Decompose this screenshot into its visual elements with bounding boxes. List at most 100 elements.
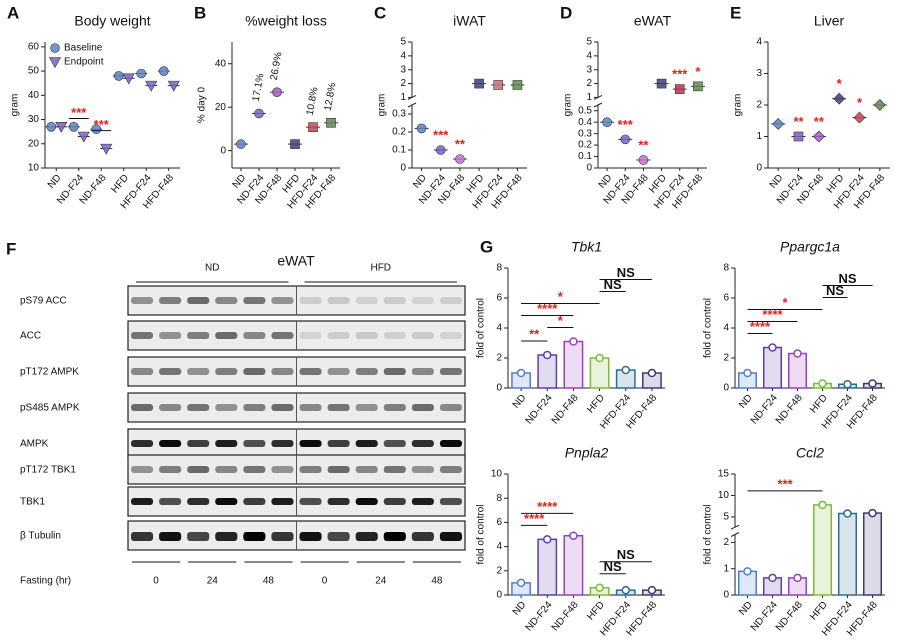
axis-break [730,532,740,537]
blot-band [327,297,350,304]
data-point [569,531,578,540]
significance-label: NS [826,283,844,298]
data-point [91,124,102,135]
data-point [595,583,604,592]
y-tick-label: 4 [723,323,729,334]
data-point [290,139,300,149]
significance-label: *** [618,117,634,132]
y-tick-label: 15 [718,469,730,480]
blot-band [355,466,378,473]
y-tick-label: 1 [400,92,406,103]
y-tick-label: 40 [215,58,227,69]
blot-band [355,368,378,375]
y-tick-label: 5 [400,37,406,48]
y-tick-label: 4 [756,37,762,48]
y-tick-label: 1 [586,92,592,103]
data-point [493,80,504,90]
y-tick-label: 4 [496,323,502,334]
fasting-value: 24 [207,576,219,587]
fasting-value: 48 [263,576,275,587]
blot-band [327,368,350,375]
data-point [55,122,68,133]
blot-band [299,332,322,339]
axis-break [593,102,603,108]
significance-label: **** [750,319,771,334]
y-tick-label: 2 [756,100,762,111]
blot-band [411,532,434,541]
blot-band [159,532,182,541]
blot-band [271,297,294,304]
significance-label: * [782,295,788,310]
bar [589,357,610,389]
blot-band [187,466,210,473]
data-point [693,81,703,92]
significance-label: *** [94,117,110,132]
y-tick-label: 0.3 [392,109,406,120]
data-point [516,578,526,588]
y-axis-label: fold of control [476,298,487,358]
data-point [326,118,336,128]
data-point [743,368,752,378]
significance-label: ** [638,137,649,152]
row-label: TBK1 [20,497,45,508]
blot-band [299,466,322,473]
chart-title: iWAT [453,13,486,29]
x-tick-label: ND [768,173,786,191]
y-axis-label: gram [733,94,744,117]
data-point [843,509,852,518]
data-point [818,379,827,388]
significance-label: ** [529,326,540,341]
blot-band [355,332,378,339]
y-tick-label: 3 [400,64,406,75]
blot-band [271,368,294,375]
row-label: pT172 AMPK [20,367,79,378]
data-point [236,139,246,149]
y-tick-label: 0 [496,590,502,601]
blot-band [439,297,462,304]
blot-band [439,332,462,339]
y-tick-label: 2 [723,537,729,548]
y-tick-label: 2 [400,78,406,89]
blot-band [271,532,294,541]
data-point [145,80,158,92]
blot-band [327,404,350,411]
row-label: AMPK [20,439,49,450]
fasting-value: 24 [375,576,387,587]
blot-band [411,332,434,339]
y-tick-label: 0.1 [578,151,592,162]
blot-band [411,440,434,447]
blot-band [299,498,322,505]
data-point [77,131,90,143]
y-tick-label: 0.3 [578,128,592,139]
y-axis-label: gram [377,94,388,117]
y-tick-label: 10 [28,163,40,174]
row-label: β Tubulin [20,531,61,542]
legend-label: Endpoint [64,57,104,68]
blot-band [271,332,294,339]
data-point [868,379,877,388]
significance-label: **** [537,499,558,514]
y-tick-label: 0.4 [578,117,592,128]
chart-title: eWAT [634,13,672,29]
data-point [868,508,877,518]
blot-band [439,532,462,541]
panel-letter: G [480,237,493,256]
blot-band [355,532,378,541]
y-tick-label: 1 [756,131,762,142]
chart-title: Liver [814,13,845,29]
y-tick-label: 3 [586,64,592,75]
significance-label: **** [762,307,783,322]
fasting-label: Fasting (hr) [20,576,71,587]
blot-band [383,332,406,339]
significance-label: NS [604,277,622,292]
blot-band [243,332,266,339]
y-tick-label: 0.5 [578,105,592,116]
significance-label: * [558,313,564,328]
significance-label: *** [672,67,688,82]
y-tick-label: 0 [756,163,762,174]
row-label: pS79 ACC [20,296,67,307]
blot-band [215,498,238,505]
blot-title: eWAT [277,253,315,269]
y-tick-label: 8 [723,263,729,274]
